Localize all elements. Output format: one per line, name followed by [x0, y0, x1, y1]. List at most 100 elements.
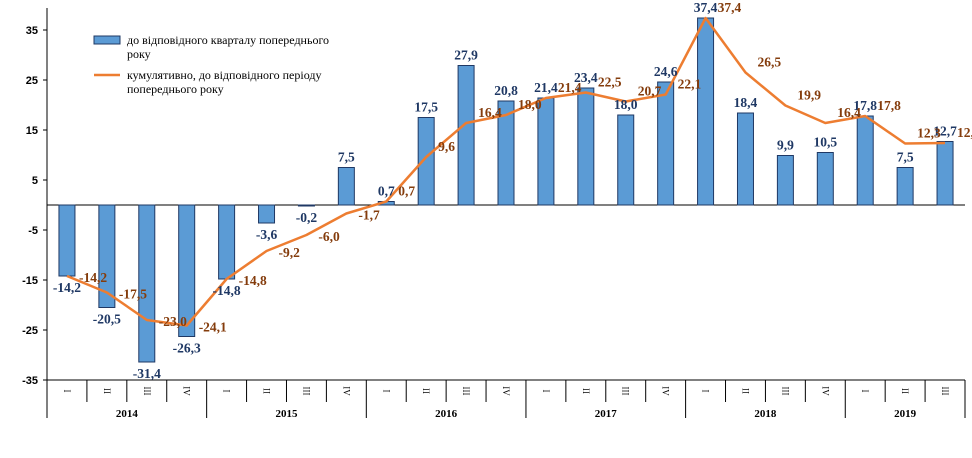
legend-bar-label-line2: року [127, 47, 151, 61]
line-value-label: 20,7 [638, 84, 662, 99]
y-tick-label: -5 [28, 225, 38, 237]
legend-line-label-line2: попереднього року [127, 82, 224, 96]
quarter-label: I [62, 390, 72, 393]
bar-value-label: 10,5 [813, 135, 837, 150]
quarter-label: III [461, 387, 471, 396]
y-tick-label: 35 [26, 25, 38, 37]
quarter-label: IV [661, 386, 671, 396]
bar-value-label: 12,7 [933, 124, 957, 139]
line-value-label: 12,3 [917, 126, 941, 141]
line-value-label: 12,4 [957, 125, 972, 140]
bar [337, 167, 355, 206]
line-value-label: -17,5 [119, 287, 147, 302]
line-value-label: 16,4 [478, 105, 502, 120]
bar-value-label: 17,8 [853, 98, 877, 113]
bar-value-label: 9,9 [777, 138, 794, 153]
bar [856, 115, 874, 206]
line-value-label: 37,4 [718, 0, 742, 15]
y-tick-label: 25 [26, 75, 38, 87]
quarter-label: II [581, 388, 591, 394]
year-label: 2018 [754, 408, 777, 420]
line-series-path [66, 16, 946, 327]
bar [417, 117, 435, 206]
bar [617, 114, 635, 206]
bar-value-label: 23,4 [574, 70, 598, 85]
y-tick-label: 5 [32, 175, 38, 187]
line-value-label: -9,2 [279, 245, 301, 260]
bar-value-label: 24,6 [654, 64, 678, 79]
quarter-label: II [421, 388, 431, 394]
bar-value-label: -26,3 [173, 341, 201, 356]
line-value-label: 26,5 [757, 55, 781, 70]
quarter-label: IV [820, 386, 830, 396]
quarter-label: III [621, 387, 631, 396]
quarter-label: III [301, 387, 311, 396]
quarter-label: II [740, 388, 750, 394]
line-value-label: 19,9 [797, 88, 821, 103]
line-value-label: -6,0 [318, 229, 340, 244]
bar [896, 167, 914, 206]
bar [457, 65, 475, 206]
data-labels: -14,2 -20,5 -31,4 -26,3 -14,8 -3,6 -0,2 7,5 0,7 1… [53, 0, 972, 381]
quarter-label: IV [182, 386, 192, 396]
line-value-label: -14,2 [79, 270, 107, 285]
line-value-label: 0,7 [398, 184, 415, 199]
bar [297, 204, 315, 207]
quarter-label: I [541, 390, 551, 393]
bar [98, 204, 116, 308]
bar [138, 204, 156, 363]
bar [816, 152, 834, 206]
bar [218, 204, 236, 280]
y-tick-label: -35 [22, 375, 38, 387]
legend: до відповідного кварталу попереднього ро… [93, 33, 329, 96]
bar [697, 17, 715, 206]
bar-value-label: 27,9 [454, 48, 478, 63]
bar-value-label: 0,7 [378, 184, 395, 199]
bar [776, 155, 794, 206]
bar [497, 100, 515, 206]
quarter-label: III [940, 387, 950, 396]
bar-value-label: -31,4 [133, 366, 161, 381]
bar-value-label: 20,8 [494, 83, 518, 98]
quarter-label: IV [341, 386, 351, 396]
bar [657, 81, 675, 206]
line-value-label: -1,7 [358, 208, 380, 223]
y-tick-label: 15 [26, 125, 38, 137]
line-value-label: -14,8 [239, 273, 267, 288]
bar-value-label: -14,8 [213, 283, 241, 298]
bar [736, 112, 754, 206]
y-tick-label: -25 [22, 325, 38, 337]
year-label: 2014 [116, 408, 139, 420]
bar-value-label: 37,4 [694, 0, 718, 15]
bar-value-label: -20,5 [93, 312, 121, 327]
bar-value-label: -0,2 [296, 210, 318, 225]
quarter-label: I [381, 390, 391, 393]
bar [577, 87, 595, 206]
bar-value-label: 18,4 [734, 95, 758, 110]
y-tick-label: -15 [22, 275, 38, 287]
year-label: 2017 [595, 408, 618, 420]
bar-value-label: -3,6 [256, 227, 278, 242]
quarter-label: II [900, 388, 910, 394]
bar [58, 204, 76, 277]
line-value-label: -24,1 [199, 320, 227, 335]
year-label: 2015 [275, 408, 298, 420]
line-value-label: 16,4 [837, 105, 861, 120]
bar [537, 97, 555, 206]
line-value-label: 21,4 [558, 80, 582, 95]
year-label: 2016 [435, 408, 458, 420]
line-value-label: 17,8 [877, 98, 901, 113]
bar-value-label: 21,4 [534, 80, 558, 95]
bar-value-label: 7,5 [338, 150, 355, 165]
quarter-label: III [142, 387, 152, 396]
bar-value-label: 7,5 [897, 150, 914, 165]
quarter-label: II [102, 388, 112, 394]
bar-value-label: -14,2 [53, 280, 81, 295]
quarter-label: I [860, 390, 870, 393]
legend-line-label-line1: кумулятивно, до відповідного періоду [127, 68, 321, 82]
line-value-label: -23,0 [159, 314, 187, 329]
year-label: 2019 [894, 408, 917, 420]
